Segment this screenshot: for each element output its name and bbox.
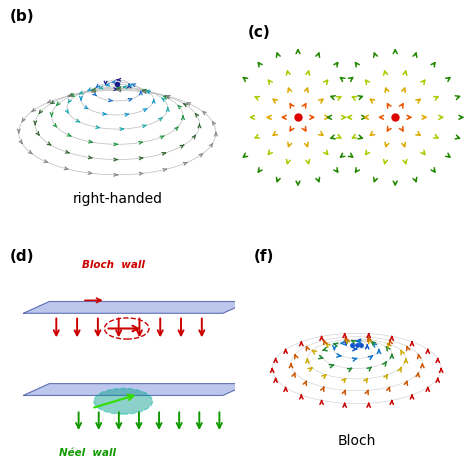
Ellipse shape <box>94 388 153 414</box>
Text: right-handed: right-handed <box>73 192 162 207</box>
Text: (b): (b) <box>9 9 34 24</box>
Text: (f): (f) <box>254 249 274 264</box>
Text: (c): (c) <box>248 25 271 40</box>
Polygon shape <box>24 383 249 395</box>
Text: (d): (d) <box>9 249 34 264</box>
Text: Bloch  wall: Bloch wall <box>82 259 145 270</box>
Text: Néel  wall: Néel wall <box>59 448 116 458</box>
Polygon shape <box>24 301 249 313</box>
Text: Bloch: Bloch <box>337 434 376 448</box>
